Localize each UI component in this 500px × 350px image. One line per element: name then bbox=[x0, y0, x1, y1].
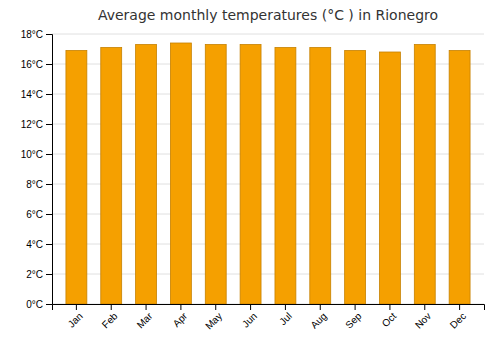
tick: May bbox=[203, 304, 224, 332]
tick-label: 14°C bbox=[21, 89, 43, 100]
tick-mark bbox=[389, 304, 390, 310]
bar bbox=[205, 45, 226, 305]
tick-label: Mar bbox=[135, 310, 155, 330]
tick-mark bbox=[46, 274, 52, 275]
tick-mark bbox=[46, 34, 52, 35]
tick-mark bbox=[46, 124, 52, 125]
tick-mark bbox=[46, 64, 52, 65]
tick-label: 18°C bbox=[21, 29, 43, 40]
tick: Jul bbox=[277, 304, 294, 327]
grid bbox=[52, 34, 484, 304]
tick: 12°C bbox=[21, 119, 52, 130]
tick: Jan bbox=[66, 304, 85, 330]
tick-mark bbox=[46, 184, 52, 185]
tick-mark bbox=[215, 304, 216, 310]
tick-mark bbox=[320, 304, 321, 310]
tick: Nov bbox=[413, 304, 433, 331]
tick: 10°C bbox=[21, 149, 52, 160]
bar bbox=[240, 45, 261, 305]
axis-line bbox=[53, 305, 485, 311]
tick-mark bbox=[111, 304, 112, 310]
tick-mark bbox=[250, 304, 251, 310]
bar bbox=[136, 45, 157, 305]
tick-label: Sep bbox=[343, 310, 364, 331]
tick-label: Feb bbox=[100, 310, 120, 330]
tick: 18°C bbox=[21, 29, 52, 40]
tick: Dec bbox=[448, 304, 468, 331]
tick: Sep bbox=[343, 304, 364, 331]
bars bbox=[66, 43, 470, 304]
tick-mark bbox=[424, 304, 425, 310]
tick: 6°C bbox=[26, 209, 52, 220]
tick: Mar bbox=[135, 304, 155, 330]
bar bbox=[449, 51, 470, 305]
bar bbox=[66, 51, 87, 305]
tick: 8°C bbox=[26, 179, 52, 190]
tick-label: 8°C bbox=[26, 179, 43, 190]
tick: 0°C bbox=[26, 299, 52, 310]
bar bbox=[379, 52, 400, 304]
tick: Apr bbox=[171, 304, 190, 329]
tick-label: Oct bbox=[380, 310, 399, 329]
tick-label: 2°C bbox=[26, 269, 43, 280]
tick-label: Jul bbox=[277, 310, 294, 327]
bar bbox=[345, 51, 366, 305]
tick: 14°C bbox=[21, 89, 52, 100]
tick-label: Apr bbox=[171, 310, 190, 329]
tick-label: 0°C bbox=[26, 299, 43, 310]
tick-mark bbox=[46, 214, 52, 215]
y-axis: 0°C 2°C 4°C 6°C 8°C 10°C 12°C 14°C 16°C 18°C bbox=[21, 29, 53, 310]
tick: Feb bbox=[100, 304, 120, 330]
bar bbox=[310, 48, 331, 305]
tick: 4°C bbox=[26, 239, 52, 250]
tick: Aug bbox=[308, 304, 328, 331]
tick-mark bbox=[46, 304, 52, 305]
plot: 0°C 2°C 4°C 6°C 8°C 10°C 12°C 14°C 16°C 18°C Jan Fe… bbox=[21, 29, 485, 332]
bar bbox=[170, 43, 191, 304]
axis-line bbox=[46, 35, 53, 305]
tick-mark bbox=[355, 304, 356, 310]
tick-label: 16°C bbox=[21, 59, 43, 70]
tick-mark bbox=[459, 304, 460, 310]
x-axis: Jan Feb Mar Apr May Jun Jul Aug Sep Oct Nov Dec bbox=[53, 304, 485, 332]
bar bbox=[414, 45, 435, 305]
tick-mark bbox=[285, 304, 286, 310]
tick-mark bbox=[46, 244, 52, 245]
bar bbox=[275, 48, 296, 305]
tick-label: 12°C bbox=[21, 119, 43, 130]
grid-line bbox=[52, 34, 484, 35]
tick: Jun bbox=[240, 304, 259, 330]
tick-mark bbox=[46, 154, 52, 155]
tick-label: Nov bbox=[413, 310, 433, 330]
tick-label: Aug bbox=[308, 310, 328, 330]
tick-mark bbox=[146, 304, 147, 310]
tick-label: Jan bbox=[66, 310, 85, 329]
tick-mark bbox=[180, 304, 181, 310]
title: Average monthly temperatures (°C ) in Ri… bbox=[98, 7, 438, 23]
tick-label: May bbox=[203, 310, 224, 331]
tick-label: 6°C bbox=[26, 209, 43, 220]
tick: 2°C bbox=[26, 269, 52, 280]
tick: Oct bbox=[380, 304, 399, 329]
chart: 0°C 2°C 4°C 6°C 8°C 10°C 12°C 14°C 16°C 18°C Jan Fe… bbox=[0, 0, 500, 350]
tick-label: Dec bbox=[448, 310, 468, 330]
tick-label: 10°C bbox=[21, 149, 43, 160]
tick: 16°C bbox=[21, 59, 52, 70]
tick-label: Jun bbox=[240, 310, 259, 329]
tick-mark bbox=[76, 304, 77, 310]
tick-label: 4°C bbox=[26, 239, 43, 250]
bar bbox=[101, 48, 122, 305]
tick-mark bbox=[46, 94, 52, 95]
